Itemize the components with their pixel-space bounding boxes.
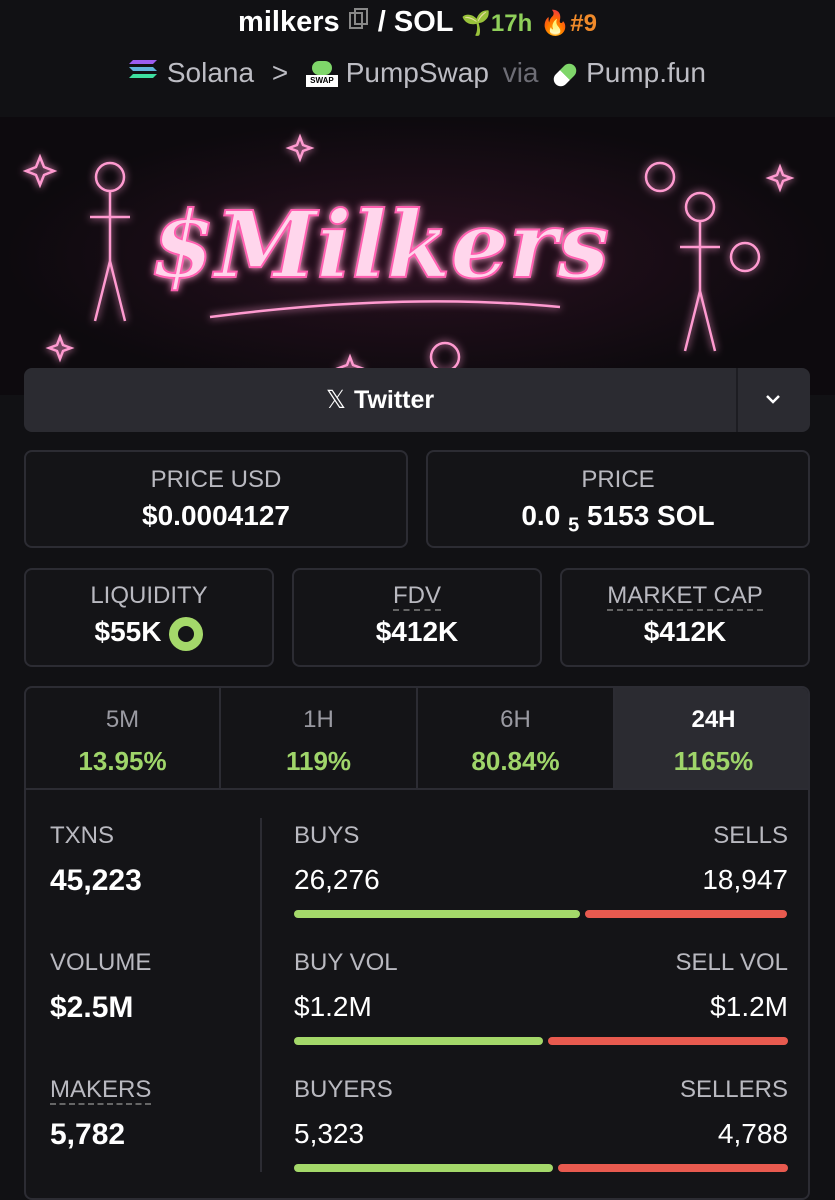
value-rest: 5153 SOL bbox=[586, 500, 715, 531]
metric-value: $412K bbox=[643, 616, 727, 647]
stats-panel: 5M 13.95% 1H 119% 6H 80.84% 24H 1165% TXNS 45,22… bbox=[24, 686, 810, 1200]
price-native: PRICE 0.0 5 5153 SOL bbox=[426, 450, 810, 548]
sell-value: $1.2M bbox=[710, 991, 788, 1022]
label: PRICE bbox=[581, 466, 655, 493]
stat-label: TXNS bbox=[50, 822, 115, 849]
sell-value: 18,947 bbox=[702, 864, 788, 895]
separator: / bbox=[377, 6, 386, 38]
dropdown-chevron[interactable] bbox=[764, 392, 782, 406]
tab-change: 80.84% bbox=[471, 746, 560, 776]
metric-label: FDV bbox=[393, 582, 441, 611]
stat-value: 45,223 bbox=[50, 864, 142, 897]
age-text: 17h bbox=[490, 10, 533, 37]
stat-split: BUYERS SELLERS 5,323 4,788 bbox=[294, 1076, 788, 1172]
sell-label: SELL VOL bbox=[675, 949, 788, 976]
sell-bar bbox=[585, 910, 787, 918]
sell-bar bbox=[558, 1164, 788, 1172]
twitter-label: Twitter bbox=[354, 386, 435, 414]
stat-value: 5,782 bbox=[50, 1118, 126, 1151]
stat-split: BUY VOL SELL VOL $1.2M $1.2M bbox=[294, 949, 788, 1045]
timeframe-tab[interactable]: 1H 119% bbox=[221, 688, 418, 790]
stat-split: BUYS SELLS 26,276 18,947 bbox=[294, 822, 788, 918]
value-lead: 0.0 bbox=[521, 500, 561, 531]
value: $0.0004127 bbox=[142, 500, 290, 531]
banner-text: $Milkers bbox=[151, 191, 609, 299]
lock-icon bbox=[169, 616, 204, 651]
tab-change: 119% bbox=[285, 746, 352, 776]
chain[interactable]: Solana bbox=[166, 57, 255, 88]
price-usd: PRICE USD $0.0004127 bbox=[24, 450, 408, 548]
dex[interactable]: PumpSwap bbox=[345, 57, 489, 88]
sell-bar bbox=[548, 1037, 788, 1045]
pumpswap-icon: SWAP bbox=[305, 60, 338, 89]
buy-bar bbox=[294, 1164, 553, 1172]
tab-change: 13.95% bbox=[78, 746, 167, 776]
icon-label: SWAP bbox=[305, 74, 338, 87]
buy-value: $1.2M bbox=[294, 991, 372, 1022]
metric-card: FDV $412K bbox=[292, 568, 542, 667]
twitter-button[interactable]: 𝕏 Twitter bbox=[24, 368, 810, 432]
stat-total: TXNS 45,223 bbox=[50, 822, 142, 898]
rank: 🔥#9 bbox=[540, 10, 597, 37]
timeframe-tab[interactable]: 24H 1165% bbox=[615, 688, 808, 790]
solana-icon bbox=[129, 60, 158, 78]
pumpfun-icon bbox=[551, 60, 580, 89]
token-name: milkers bbox=[238, 6, 340, 38]
tab-change: 1165% bbox=[673, 746, 754, 776]
pair-source: Solana > SWAP PumpSwap via Pump.fun bbox=[0, 56, 835, 89]
metric-label: LIQUIDITY bbox=[90, 582, 208, 609]
quote-token: SOL bbox=[393, 6, 453, 38]
buy-label: BUY VOL bbox=[294, 949, 398, 976]
buy-value: 5,323 bbox=[294, 1118, 365, 1149]
via: via bbox=[502, 57, 539, 88]
tab-label: 1H bbox=[303, 706, 334, 733]
label: PRICE USD bbox=[150, 466, 282, 493]
metric-card: MARKET CAP $412K bbox=[560, 568, 810, 667]
stat-total: MAKERS 5,782 bbox=[50, 1076, 152, 1152]
buy-label: BUYERS bbox=[294, 1076, 393, 1103]
stat-label: VOLUME bbox=[50, 949, 152, 976]
value-sub: 5 bbox=[568, 514, 580, 537]
metric-label: MARKET CAP bbox=[607, 582, 763, 611]
pair-title: milkers / SOL 🌱17h 🔥#9 bbox=[0, 6, 835, 39]
metric-value: $55K bbox=[94, 616, 162, 647]
buy-label: BUYS bbox=[294, 822, 360, 849]
stat-total: VOLUME $2.5M bbox=[50, 949, 151, 1025]
buy-bar bbox=[294, 910, 580, 918]
sell-label: SELLERS bbox=[679, 1076, 788, 1103]
age: 🌱17h bbox=[461, 10, 533, 37]
stat-label: MAKERS bbox=[50, 1076, 152, 1105]
launchpad[interactable]: Pump.fun bbox=[586, 57, 706, 88]
buy-value: 26,276 bbox=[294, 864, 380, 895]
tab-label: 5M bbox=[105, 706, 140, 733]
banner: $Milkers bbox=[0, 117, 835, 395]
tab-label: 24H bbox=[691, 706, 736, 733]
timeframe-tab[interactable]: 6H 80.84% bbox=[418, 688, 615, 790]
sell-label: SELLS bbox=[713, 822, 788, 849]
sell-value: 4,788 bbox=[717, 1118, 788, 1149]
buy-bar bbox=[294, 1037, 544, 1045]
stat-value: $2.5M bbox=[50, 991, 134, 1024]
timeframe-tab[interactable]: 5M 13.95% bbox=[26, 688, 221, 790]
copy-icon[interactable] bbox=[348, 7, 370, 31]
tab-label: 6H bbox=[500, 706, 531, 733]
metric-card: LIQUIDITY $55K bbox=[24, 568, 274, 667]
rank-text: #9 bbox=[570, 10, 597, 37]
metric-value: $412K bbox=[375, 616, 459, 647]
